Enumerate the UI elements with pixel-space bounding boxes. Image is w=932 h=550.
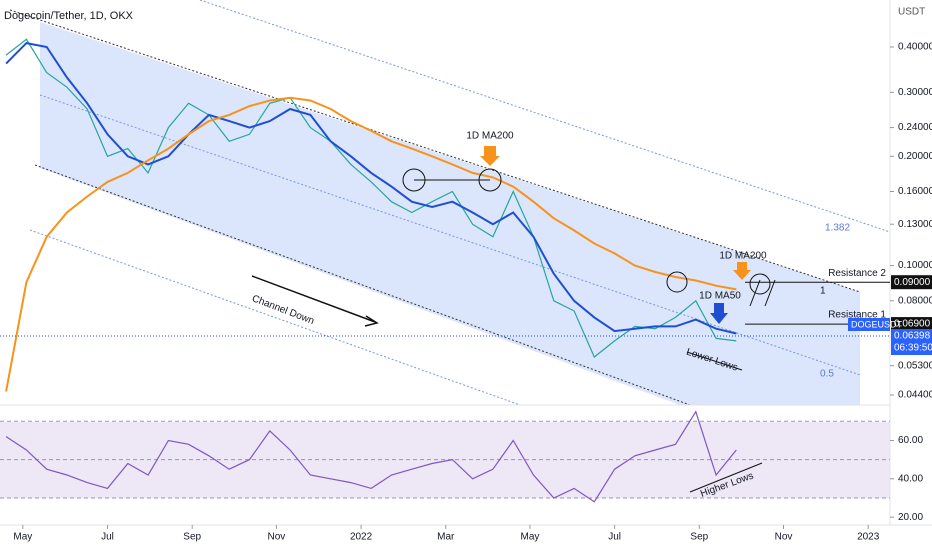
series-line [5,42,737,335]
price-tag-label: 0.06398 [894,331,931,342]
price-tag [891,275,932,290]
x-tick-label: 2022 [350,532,373,543]
channel-fill [40,22,860,405]
x-tick-label: Sep [690,532,708,543]
x-tick-label: Jul [101,532,114,543]
x-tick-label: Sep [183,532,201,543]
y-tick-label: 0.20000 [898,151,932,162]
y-tick-label: 0.08000 [898,295,932,306]
y-tick-label: 0.16000 [898,186,932,197]
chart-title: Dogecoin/Tether, 1D, OKX [4,10,134,22]
fib-line [199,0,891,233]
series-line [5,96,737,392]
arrow-line [689,462,763,493]
annotation: 1D MA200 [466,131,514,142]
arrow-line [764,279,776,307]
fib-label: 1 [820,286,826,297]
x-tick-label: Nov [267,532,285,543]
y-tick-label: 0.13000 [898,219,932,230]
arrow-head [364,315,379,327]
y-tick-label: 0.05300 [898,360,932,371]
arrow [480,146,500,166]
level-name: Resistance 1 [828,310,886,321]
plot [0,38,890,503]
x-tick-label: 2023 [857,532,880,543]
price-tag-label: 0.09000 [894,277,931,288]
channel-bottom [34,164,691,406]
price-tag-label: 0.06900 [894,319,931,330]
y-tick-label: 60.00 [898,435,923,446]
y-tick-label: 40.00 [898,473,923,484]
arrow-line [251,275,376,323]
arrow [733,262,751,280]
arrow [710,303,728,324]
annotation: 1D MA200 [719,251,767,262]
fib-label: 0.5 [820,369,834,380]
circle [666,271,688,293]
countdown: 06:39:50 [894,343,932,354]
x-tick-label: May [13,532,32,543]
arrow-line [686,351,743,371]
fib-line [29,229,521,406]
y-tick-label: 20.00 [898,512,923,523]
y-unit: USDT [898,7,925,18]
annotation: 1D MA50 [699,291,741,302]
y-tick-label: 0.30000 [898,87,932,98]
x-tick-label: Jul [608,532,621,543]
y-tick-label: 0.10000 [898,260,932,271]
circle [749,273,771,295]
fib-label: 1.382 [825,223,850,234]
symbol-tag [848,317,890,331]
y-tick-label: 0.04400 [898,390,932,401]
price-tag [891,328,932,355]
x-tick-label: May [520,532,539,543]
price-tag [891,317,932,332]
arrow-line [749,279,761,307]
y-tick-label: 0.40000 [898,42,932,53]
symbol-label: DOGEUSDT [851,319,903,329]
series-line [5,410,737,503]
y-tick-label: 0.24000 [898,122,932,133]
series-line [5,38,737,358]
x-tick-label: Nov [775,532,793,543]
channel-top [9,9,861,293]
level-name: Resistance 2 [828,268,886,279]
x-tick-label: Mar [437,532,455,543]
